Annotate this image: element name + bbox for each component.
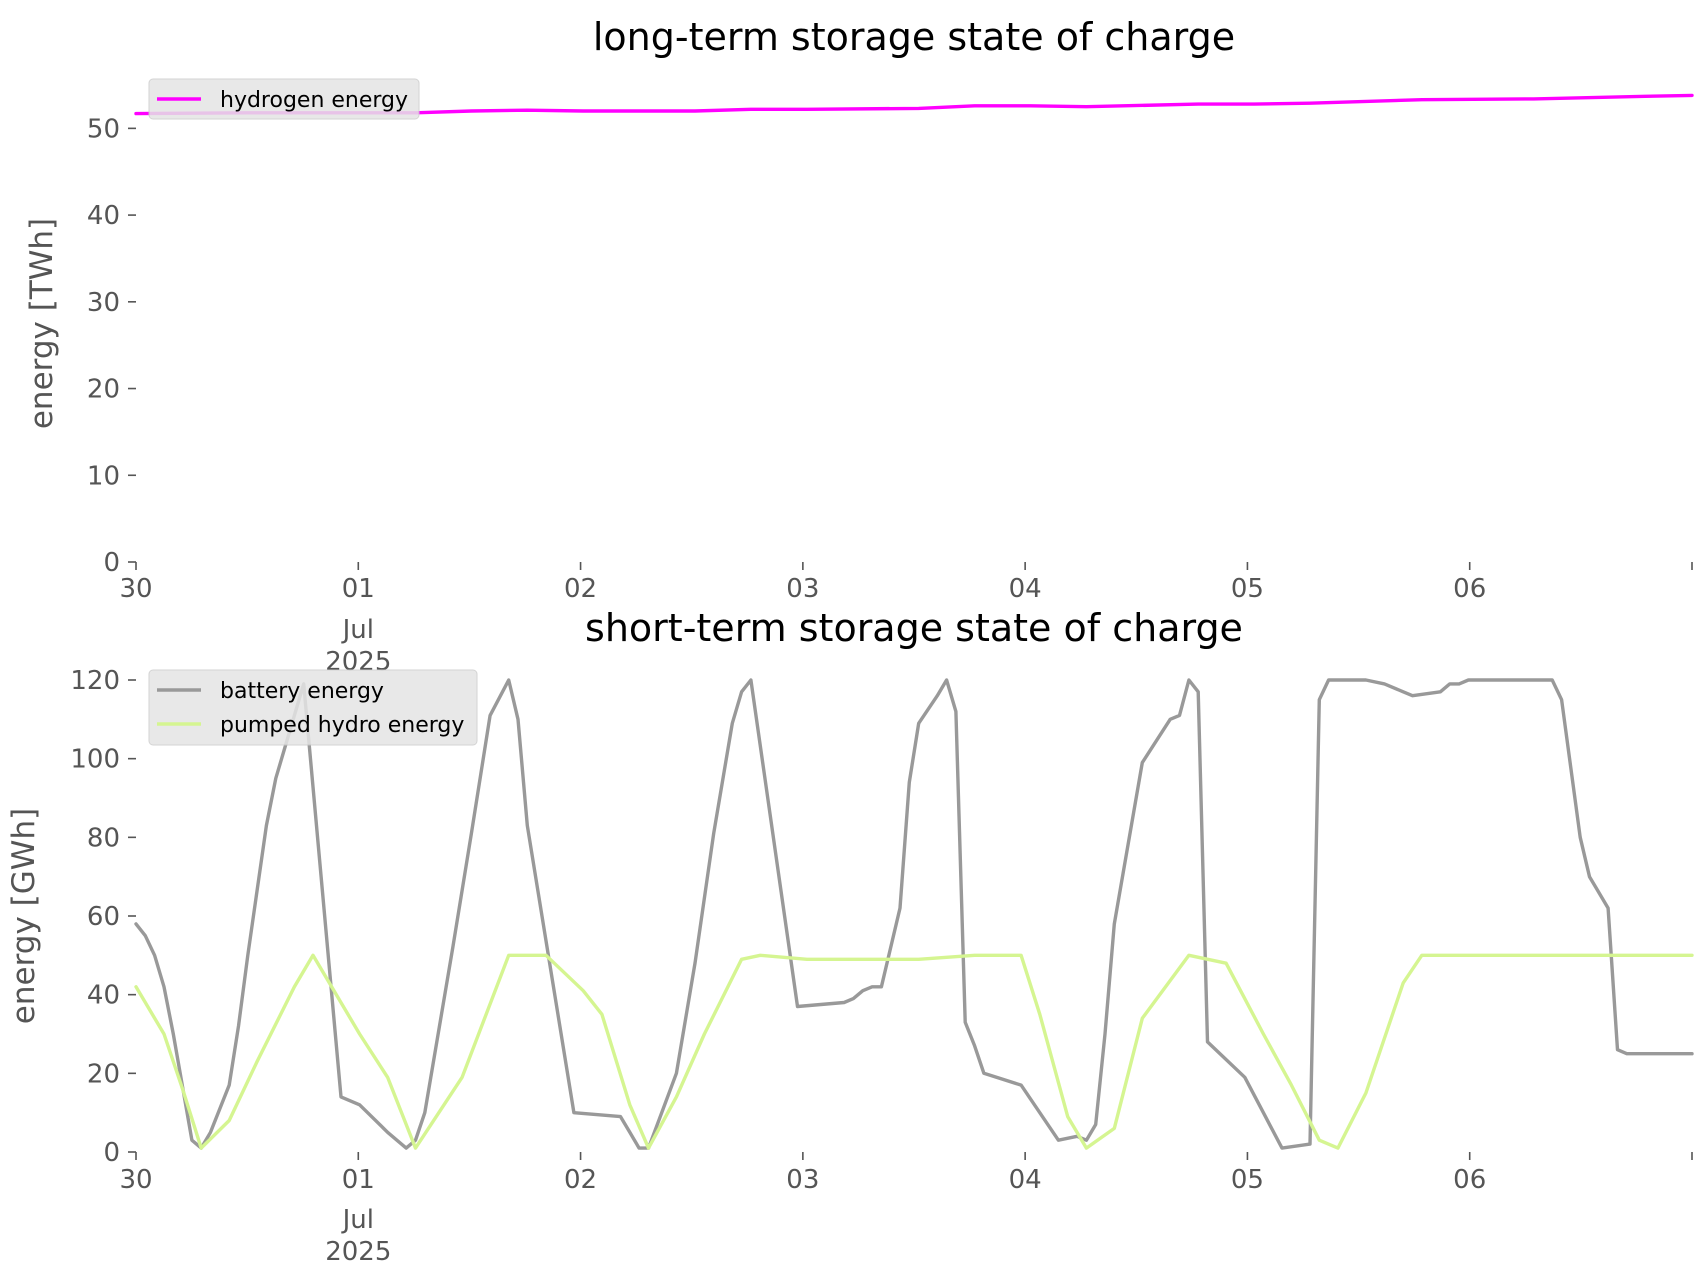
y-tick-label: 120 xyxy=(70,666,120,696)
y-tick-label: 100 xyxy=(70,745,120,775)
x-tick-label: 30 xyxy=(119,1165,152,1195)
series-line-pumped-hydro-energy xyxy=(134,953,1694,1150)
x-tick-label: 30 xyxy=(119,574,152,604)
y-tick-label: 50 xyxy=(87,114,120,144)
x-tick-label: 04 xyxy=(1009,574,1042,604)
chart-title: short-term storage state of charge xyxy=(585,606,1243,650)
y-tick-label: 0 xyxy=(103,548,120,578)
chart-panel-2: short-term storage state of charge energy… xyxy=(6,606,1694,1267)
y-tick-label: 10 xyxy=(87,461,120,491)
legend: battery energy pumped hydro energy xyxy=(148,669,478,746)
y-tick-label: 40 xyxy=(87,981,120,1011)
y-tick-label: 0 xyxy=(103,1138,120,1168)
x-tick-label: 02 xyxy=(564,574,597,604)
y-tick-label: 30 xyxy=(87,288,120,318)
y-axis-label: energy [GWh] xyxy=(6,808,42,1024)
y-tick-label: 80 xyxy=(87,823,120,853)
chart-title: long-term storage state of charge xyxy=(593,15,1235,59)
x-tick-label: 06 xyxy=(1453,1165,1486,1195)
legend-label: battery energy xyxy=(220,679,384,704)
legend: hydrogen energy xyxy=(148,78,420,120)
y-tick-label: 40 xyxy=(87,201,120,231)
legend-label: hydrogen energy xyxy=(220,88,408,113)
x-tick-label: 01 xyxy=(342,1165,375,1195)
x-tick-label: 04 xyxy=(1009,1165,1042,1195)
y-axis-label: energy [TWh] xyxy=(24,218,60,429)
x-tick-label: 06 xyxy=(1453,574,1486,604)
y-tick-label: 60 xyxy=(87,902,120,932)
x-tick-label: 03 xyxy=(786,574,819,604)
x-tick-label: 2025 xyxy=(325,1237,391,1267)
x-tick-label: Jul xyxy=(341,1205,374,1235)
legend-label: pumped hydro energy xyxy=(220,713,464,738)
x-tick-label: 03 xyxy=(786,1165,819,1195)
y-tick-label: 20 xyxy=(87,1059,120,1089)
chart-panel-1: long-term storage state of charge energy … xyxy=(24,15,1694,677)
x-tick-label: 01 xyxy=(342,574,375,604)
series-line-battery-energy xyxy=(134,678,1694,1150)
legend-box xyxy=(148,78,420,120)
x-tick-label: 02 xyxy=(564,1165,597,1195)
x-tick-label: 05 xyxy=(1231,1165,1264,1195)
x-tick-label: 05 xyxy=(1231,574,1264,604)
x-tick-label: Jul xyxy=(341,615,374,645)
y-tick-label: 20 xyxy=(87,375,120,405)
series-line-hydrogen-energy xyxy=(134,93,1694,116)
legend-box xyxy=(148,669,478,746)
